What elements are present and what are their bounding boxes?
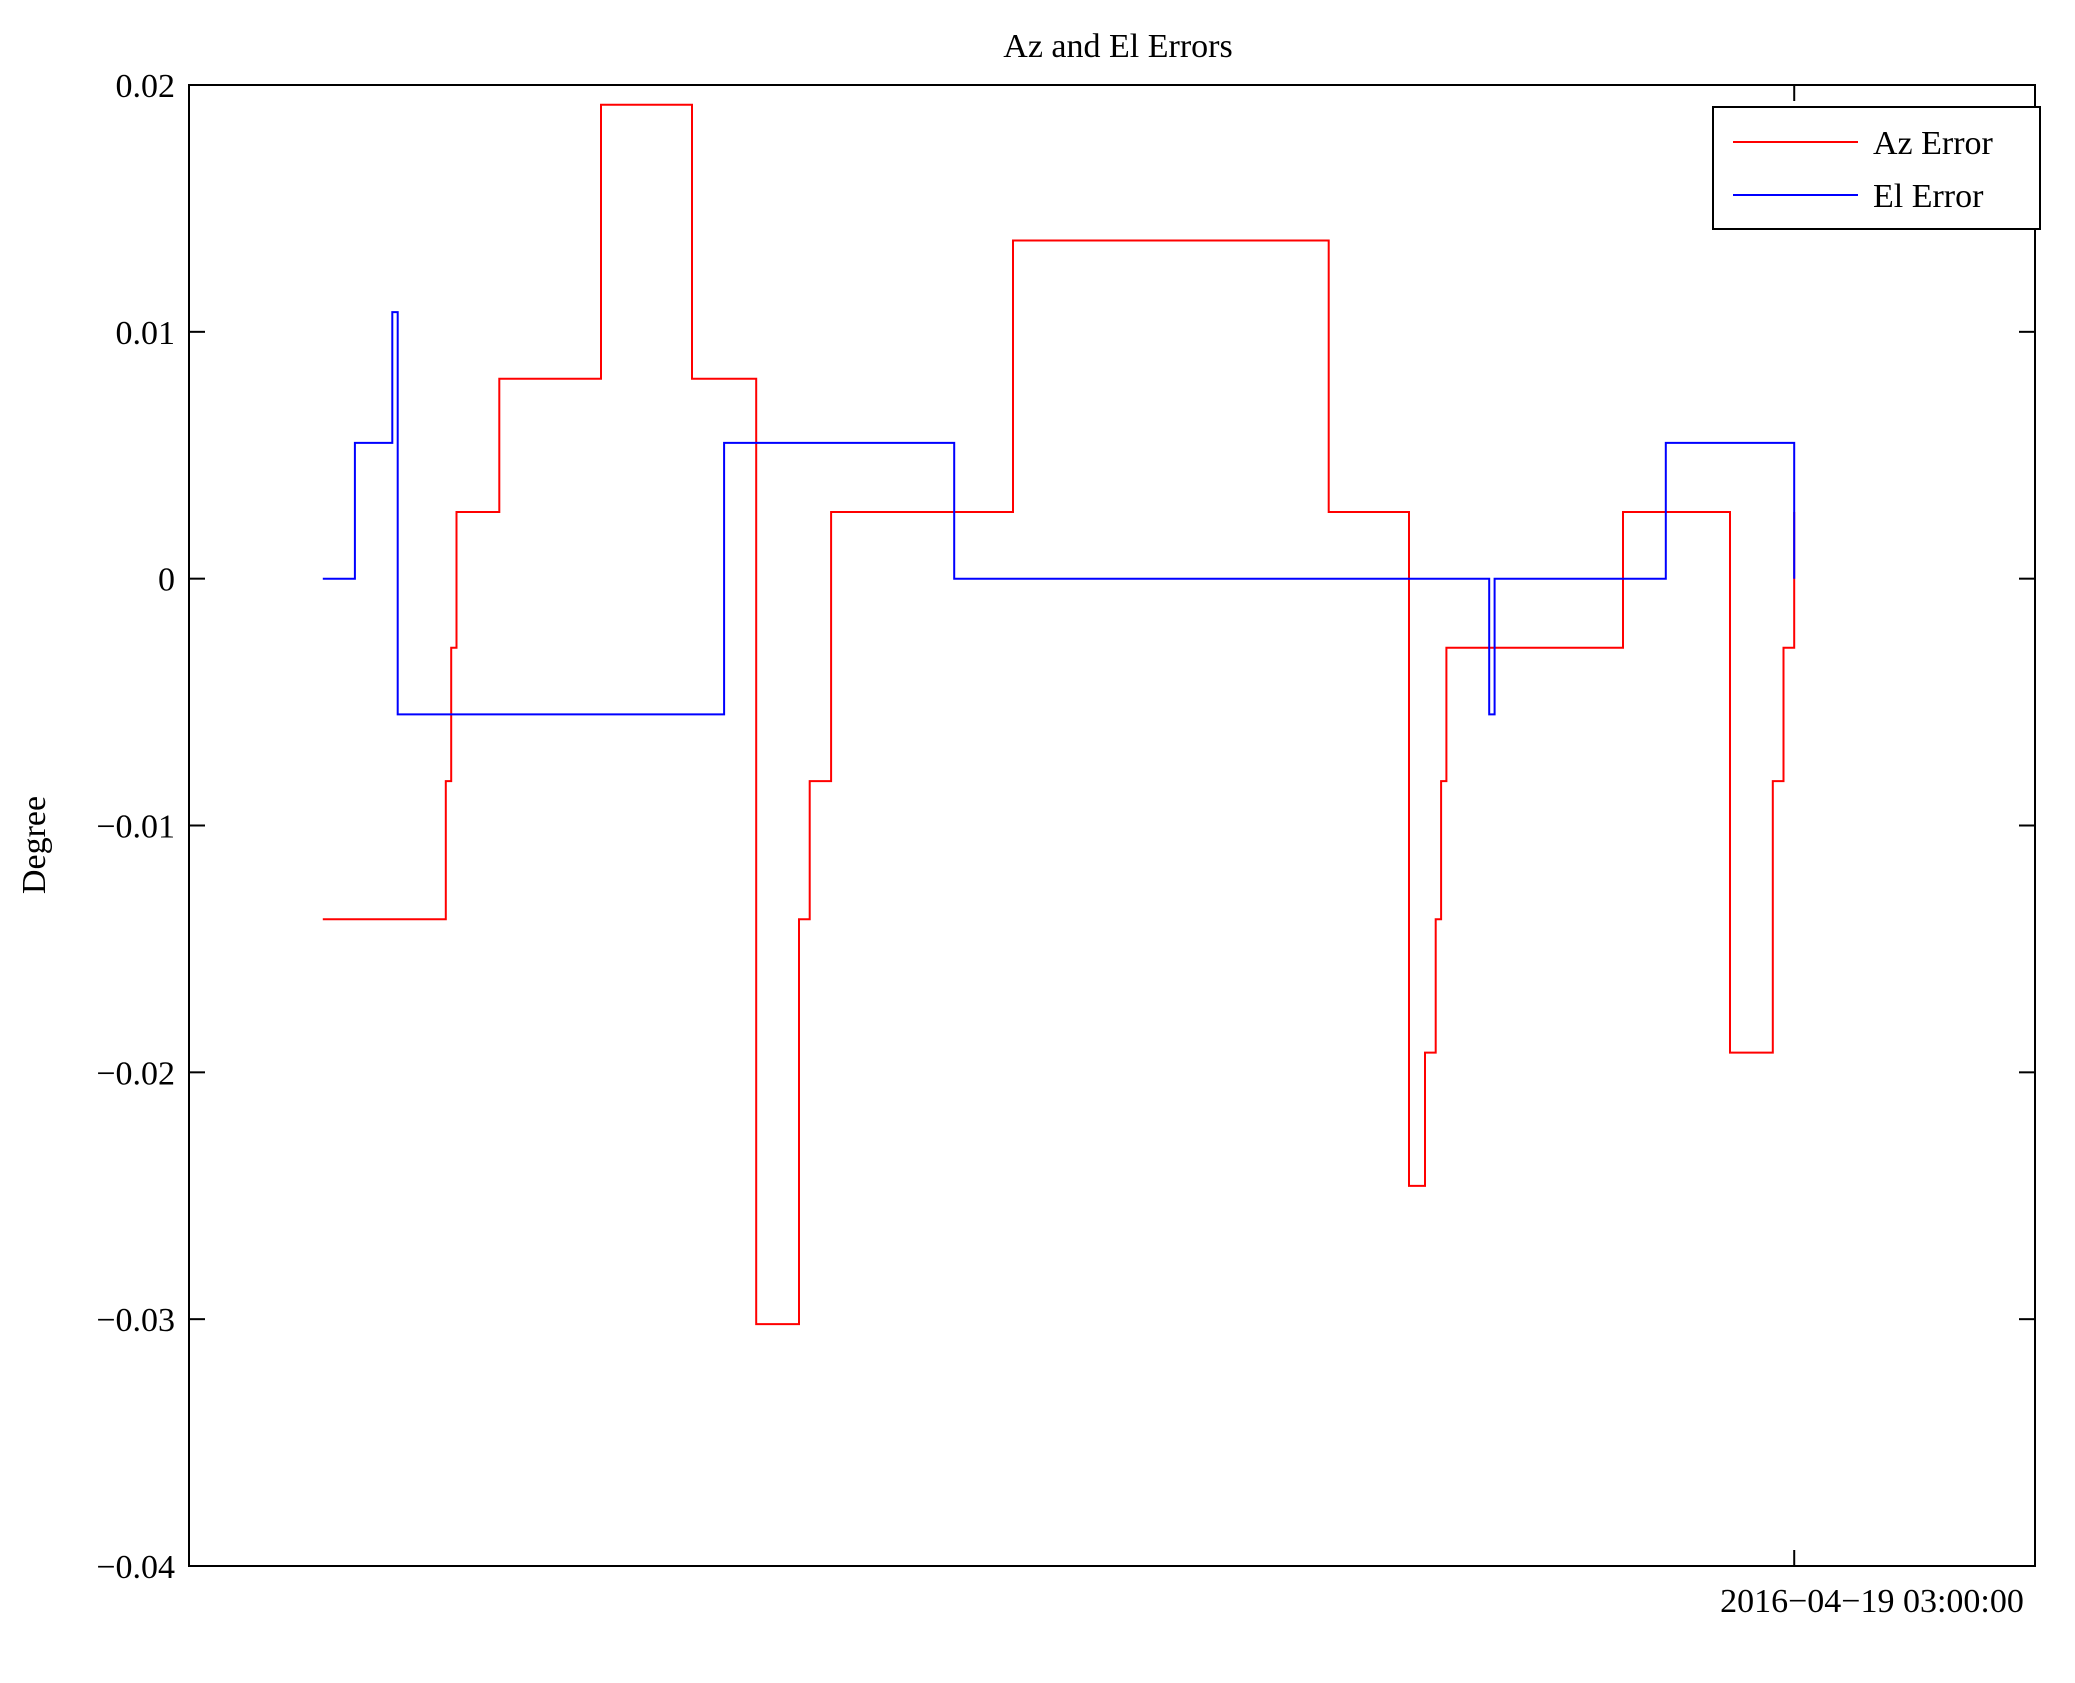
chart-title: Az and El Errors [1003, 28, 1232, 65]
ticks-layer: 0.02 0.01 0 −0.01 −0.02 −0.03 −0.04 [96, 68, 2035, 1586]
legend: Az Error El Error [1712, 106, 2041, 230]
y-axis-label: Degree [16, 796, 53, 894]
y-tick-label: −0.04 [96, 1549, 175, 1586]
series-line-az-error [322, 103, 1796, 1326]
legend-label-az-error: Az Error [1873, 125, 1994, 162]
series-line-el-error [322, 311, 1796, 716]
legend-label-el-error: El Error [1873, 178, 1984, 215]
plot-frame [188, 84, 2036, 1567]
y-tick-label: −0.03 [96, 1302, 175, 1339]
legend-box [1712, 106, 2041, 230]
x-tick-label: 2016−04−19 03:00:00 [1720, 1583, 2024, 1620]
series-layer [322, 103, 1796, 1326]
y-tick-label: 0 [158, 562, 175, 599]
y-tick-label: 0.01 [116, 315, 176, 352]
y-tick-label: −0.01 [96, 809, 175, 846]
y-tick-label: 0.02 [116, 68, 176, 105]
y-tick-label: −0.02 [96, 1055, 175, 1092]
